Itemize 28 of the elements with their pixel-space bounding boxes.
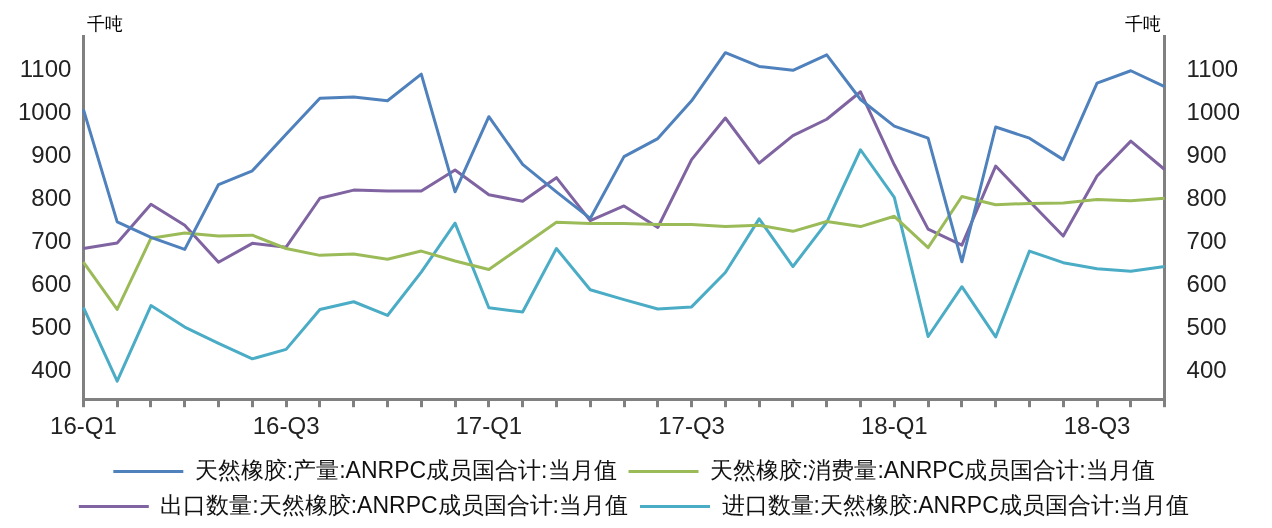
y-tick-label: 500 [31, 312, 72, 340]
y-tick-label: 800 [31, 184, 72, 212]
legend-label: 天然橡胶:消费量:ANRPC成员国合计:当月值 [710, 456, 1155, 483]
y-tick-label: 600 [31, 270, 72, 298]
y-tick-label: 400 [31, 355, 72, 383]
y2-tick-label: 900 [1186, 141, 1227, 169]
x-tick-label: 17-Q3 [658, 412, 725, 440]
y-axis-title: 千吨 [87, 14, 124, 35]
x-tick-label: 17-Q1 [455, 412, 523, 440]
x-tick-label: 16-Q3 [252, 412, 320, 440]
legend-label: 出口数量:天然橡胶:ANRPC成员国合计:当月值 [160, 491, 629, 518]
y2-tick-label: 800 [1186, 184, 1227, 212]
y-tick-label: 900 [31, 141, 72, 169]
y2-tick-label: 1000 [1186, 98, 1240, 126]
y2-tick-label: 400 [1186, 355, 1227, 383]
y2-tick-label: 500 [1186, 312, 1227, 340]
y-tick-label: 1100 [19, 55, 72, 83]
y-tick-label: 700 [31, 227, 72, 255]
legend-label: 进口数量:天然橡胶:ANRPC成员国合计:当月值 [721, 491, 1190, 518]
y2-tick-label: 700 [1186, 227, 1227, 255]
y2-axis-title: 千吨 [1124, 14, 1161, 35]
y2-tick-label: 1100 [1186, 55, 1239, 83]
y-tick-label: 1000 [18, 98, 72, 126]
y2-tick-label: 600 [1186, 270, 1227, 298]
legend-label: 天然橡胶:产量:ANRPC成员国合计:当月值 [194, 456, 617, 483]
x-tick-label: 18-Q1 [860, 412, 928, 440]
x-tick-label: 18-Q3 [1063, 412, 1131, 440]
x-tick-label: 16-Q1 [50, 412, 117, 440]
